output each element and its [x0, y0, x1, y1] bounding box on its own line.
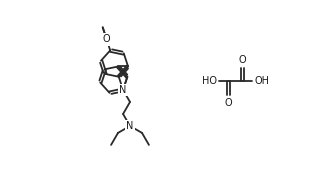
Text: N: N	[119, 85, 127, 95]
Text: HO: HO	[202, 76, 217, 87]
Text: N: N	[126, 121, 134, 131]
Text: OH: OH	[254, 76, 269, 87]
Text: O: O	[239, 55, 246, 65]
Text: O: O	[103, 34, 110, 44]
Text: O: O	[225, 98, 232, 108]
